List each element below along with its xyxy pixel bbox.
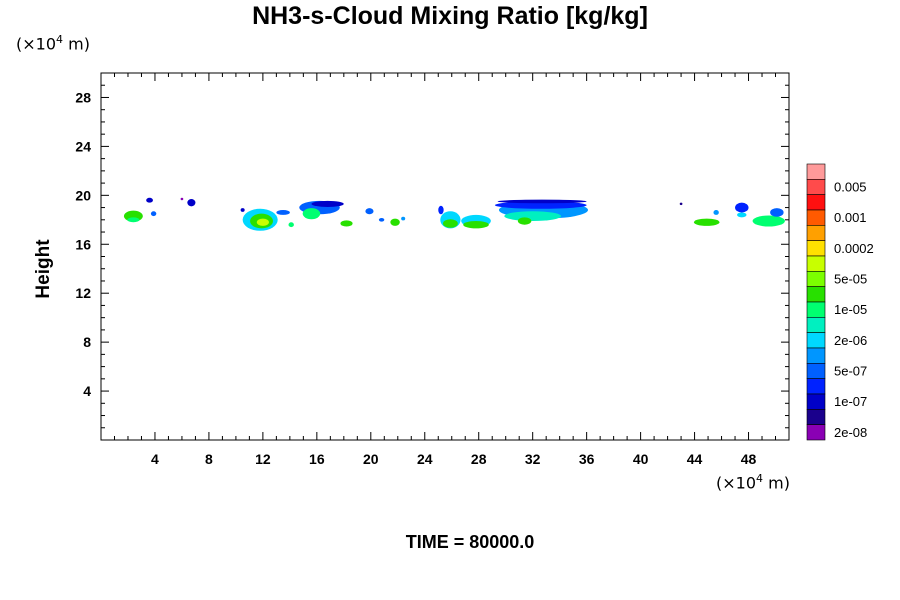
y-tick-label: 12 — [75, 285, 91, 301]
colorbar-label: 1e-07 — [834, 394, 867, 409]
colorbar-label: 1e-05 — [834, 302, 867, 317]
x-tick-label: 12 — [255, 451, 271, 467]
x-tick-label: 36 — [579, 451, 595, 467]
colorbar-swatch — [806, 286, 826, 303]
cloud-cell — [180, 197, 184, 201]
x-tick-label: 24 — [417, 451, 433, 467]
colorbar-swatch — [806, 424, 826, 441]
cloud-cell — [504, 211, 562, 222]
x-tick-label: 8 — [205, 451, 213, 467]
colorbar-swatch — [806, 209, 826, 226]
x-unit-prefix: (×10 — [716, 473, 757, 493]
cloud-cell — [288, 222, 294, 228]
colorbar-swatch — [806, 378, 826, 395]
x-tick-label: 28 — [471, 451, 487, 467]
colorbar-swatch — [806, 194, 826, 211]
cloud-cell — [752, 215, 785, 227]
cloud-cell — [127, 217, 140, 223]
colorbar-swatch — [806, 271, 826, 287]
colorbar-swatch — [806, 332, 826, 349]
y-tick-label: 4 — [83, 383, 91, 399]
cloud-cell — [390, 218, 400, 226]
x-tick-label: 16 — [309, 451, 325, 467]
cloud-cell — [340, 220, 353, 227]
colorbar-legend: 0.005 0.001 0.0002 5e-05 1e-05 2e-06 5e-07 1e-0… — [806, 163, 874, 441]
cloud-cell — [311, 200, 344, 207]
cloud-cell — [365, 208, 374, 215]
cloud-cell — [276, 210, 290, 215]
time-label: TIME = 80000.0 — [405, 532, 535, 552]
colorbar-swatch — [806, 225, 826, 241]
plot-frame — [100, 72, 790, 441]
cloud-cell — [517, 217, 532, 225]
colorbar-swatch — [806, 317, 826, 333]
cloud-cell — [438, 205, 444, 215]
y-tick-label: 8 — [83, 334, 91, 350]
x-tick-label: 48 — [741, 451, 757, 467]
colorbar-swatch — [806, 163, 826, 180]
colorbar-swatch — [806, 363, 826, 379]
colorbar-swatch — [806, 255, 826, 272]
cloud-cell — [713, 210, 719, 215]
cloud-cell — [494, 201, 587, 209]
colorbar-swatch — [806, 393, 826, 410]
cloud-cell — [770, 208, 784, 217]
y-unit-prefix: (×10 — [16, 34, 57, 54]
x-tick-label: 20 — [363, 451, 379, 467]
cloud-cell — [735, 202, 749, 213]
colorbar-label: 2e-08 — [834, 425, 867, 440]
x-unit-exponent: 4 — [756, 472, 764, 485]
colorbar-label: 0.0002 — [834, 241, 874, 256]
colorbar-swatch — [806, 347, 826, 364]
x-unit-label: (×104 m) — [716, 472, 790, 492]
colorbar-swatch — [806, 301, 826, 318]
cloud-cell — [187, 199, 196, 207]
cloud-cell — [302, 208, 321, 220]
cloud-cell — [463, 221, 489, 229]
x-unit-suffix: m) — [763, 473, 790, 493]
cloud-cell — [442, 219, 458, 228]
cloud-cell — [150, 211, 157, 217]
colorbar-swatch — [806, 240, 826, 257]
chart-title: NH3-s-Cloud Mixing Ratio [kg/kg] — [252, 2, 648, 30]
cloud-cell — [693, 218, 720, 226]
colorbar-label: 2e-06 — [834, 333, 867, 348]
cloud-cell — [679, 202, 683, 206]
x-tick-label: 40 — [633, 451, 649, 467]
cloud-cell — [401, 216, 406, 221]
x-tick-label: 4 — [151, 451, 159, 467]
cloud-cell — [497, 199, 587, 204]
x-tick-label: 44 — [687, 451, 703, 467]
y-tick-label: 28 — [75, 89, 91, 105]
y-tick-label: 24 — [75, 138, 91, 154]
colorbar-swatch — [806, 409, 826, 425]
cloud-cell — [146, 197, 153, 203]
cloud-cell — [737, 212, 747, 218]
cloud-cell — [378, 217, 385, 222]
cloud-cell — [256, 218, 269, 226]
y-unit-exponent: 4 — [56, 33, 64, 46]
y-unit-label: (×104 m) — [16, 33, 90, 53]
cloud-cell — [240, 208, 245, 212]
colorbar-label: 5e-05 — [834, 272, 867, 287]
y-unit-suffix: m) — [63, 34, 90, 54]
y-tick-label: 16 — [75, 236, 91, 252]
data-cells — [123, 197, 785, 231]
colorbar-label: 5e-07 — [834, 364, 867, 379]
colorbar-label: 0.005 — [834, 180, 867, 195]
colorbar-swatch — [806, 179, 826, 195]
y-tick-label: 20 — [75, 187, 91, 203]
x-tick-label: 32 — [525, 451, 541, 467]
colorbar-label: 0.001 — [834, 210, 867, 225]
